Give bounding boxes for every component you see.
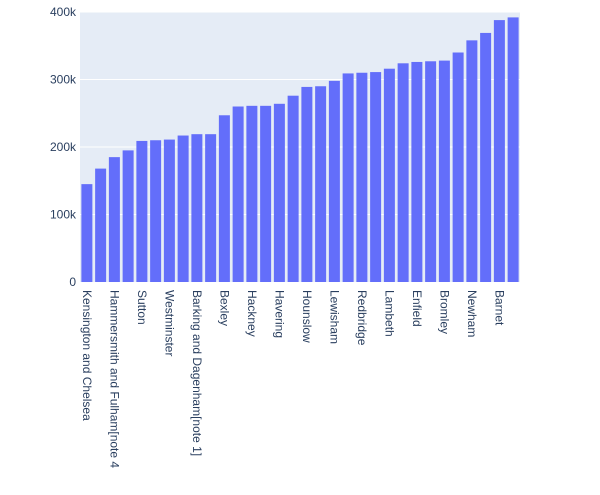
x-tick-label: Havering — [272, 290, 286, 338]
bar[interactable] — [81, 184, 93, 283]
bar[interactable] — [438, 60, 450, 282]
bar[interactable] — [342, 73, 354, 283]
bar[interactable] — [122, 150, 134, 283]
bar[interactable] — [466, 40, 478, 282]
bar[interactable] — [370, 72, 382, 282]
bar[interactable] — [150, 140, 162, 282]
x-tick-label: Hammersmith and Fulham[note 4 — [107, 290, 121, 468]
bar[interactable] — [260, 105, 272, 282]
x-tick-label: Hounslow — [300, 290, 314, 343]
x-tick-label: Bromley — [437, 290, 451, 334]
bar[interactable] — [136, 140, 148, 282]
bar[interactable] — [507, 17, 519, 283]
bar[interactable] — [411, 61, 423, 283]
bar[interactable] — [95, 168, 107, 282]
x-axis-ticks: Kensington and Chelsea Hammersmith and Fu… — [80, 290, 507, 468]
y-tick-label: 300k — [50, 73, 77, 87]
bar[interactable] — [163, 139, 175, 282]
x-tick-label: Lewisham — [327, 290, 341, 344]
bar[interactable] — [273, 103, 285, 282]
bar[interactable] — [315, 86, 327, 282]
bar[interactable] — [108, 157, 120, 283]
bar[interactable] — [328, 80, 340, 282]
bar[interactable] — [493, 20, 505, 282]
x-tick-label: Barking and Dagenham[note 1] — [190, 290, 204, 456]
bar[interactable] — [356, 72, 368, 282]
x-tick-label: Barnet — [492, 290, 506, 326]
bar[interactable] — [452, 52, 464, 283]
bars — [81, 17, 519, 283]
x-tick-label: Hackney — [245, 290, 259, 337]
y-tick-label: 0 — [69, 275, 76, 289]
y-tick-label: 200k — [50, 140, 77, 154]
x-tick-label: Kensington and Chelsea — [80, 290, 94, 421]
x-tick-label: Redbridge — [355, 290, 369, 346]
x-tick-label: Lambeth — [382, 290, 396, 337]
bar[interactable] — [383, 68, 395, 282]
x-tick-label: Bexley — [217, 290, 231, 326]
bar[interactable] — [397, 63, 409, 282]
bar[interactable] — [205, 134, 217, 282]
bar[interactable] — [177, 135, 189, 282]
bar[interactable] — [480, 32, 492, 283]
bar[interactable] — [232, 106, 244, 283]
x-tick-label: Sutton — [135, 290, 149, 325]
bar[interactable] — [246, 105, 258, 282]
bar[interactable] — [301, 86, 313, 282]
y-tick-label: 400k — [50, 5, 77, 19]
bar[interactable] — [218, 115, 230, 283]
y-tick-label: 100k — [50, 208, 77, 222]
bar[interactable] — [425, 61, 437, 282]
x-tick-label: Enfield — [410, 290, 424, 327]
bar[interactable] — [191, 134, 203, 282]
bar[interactable] — [287, 95, 299, 282]
x-tick-label: Newham — [465, 290, 479, 337]
y-axis-ticks: 0 100k 200k 300k 400k — [50, 5, 77, 289]
x-tick-label: Westminster — [162, 290, 176, 356]
